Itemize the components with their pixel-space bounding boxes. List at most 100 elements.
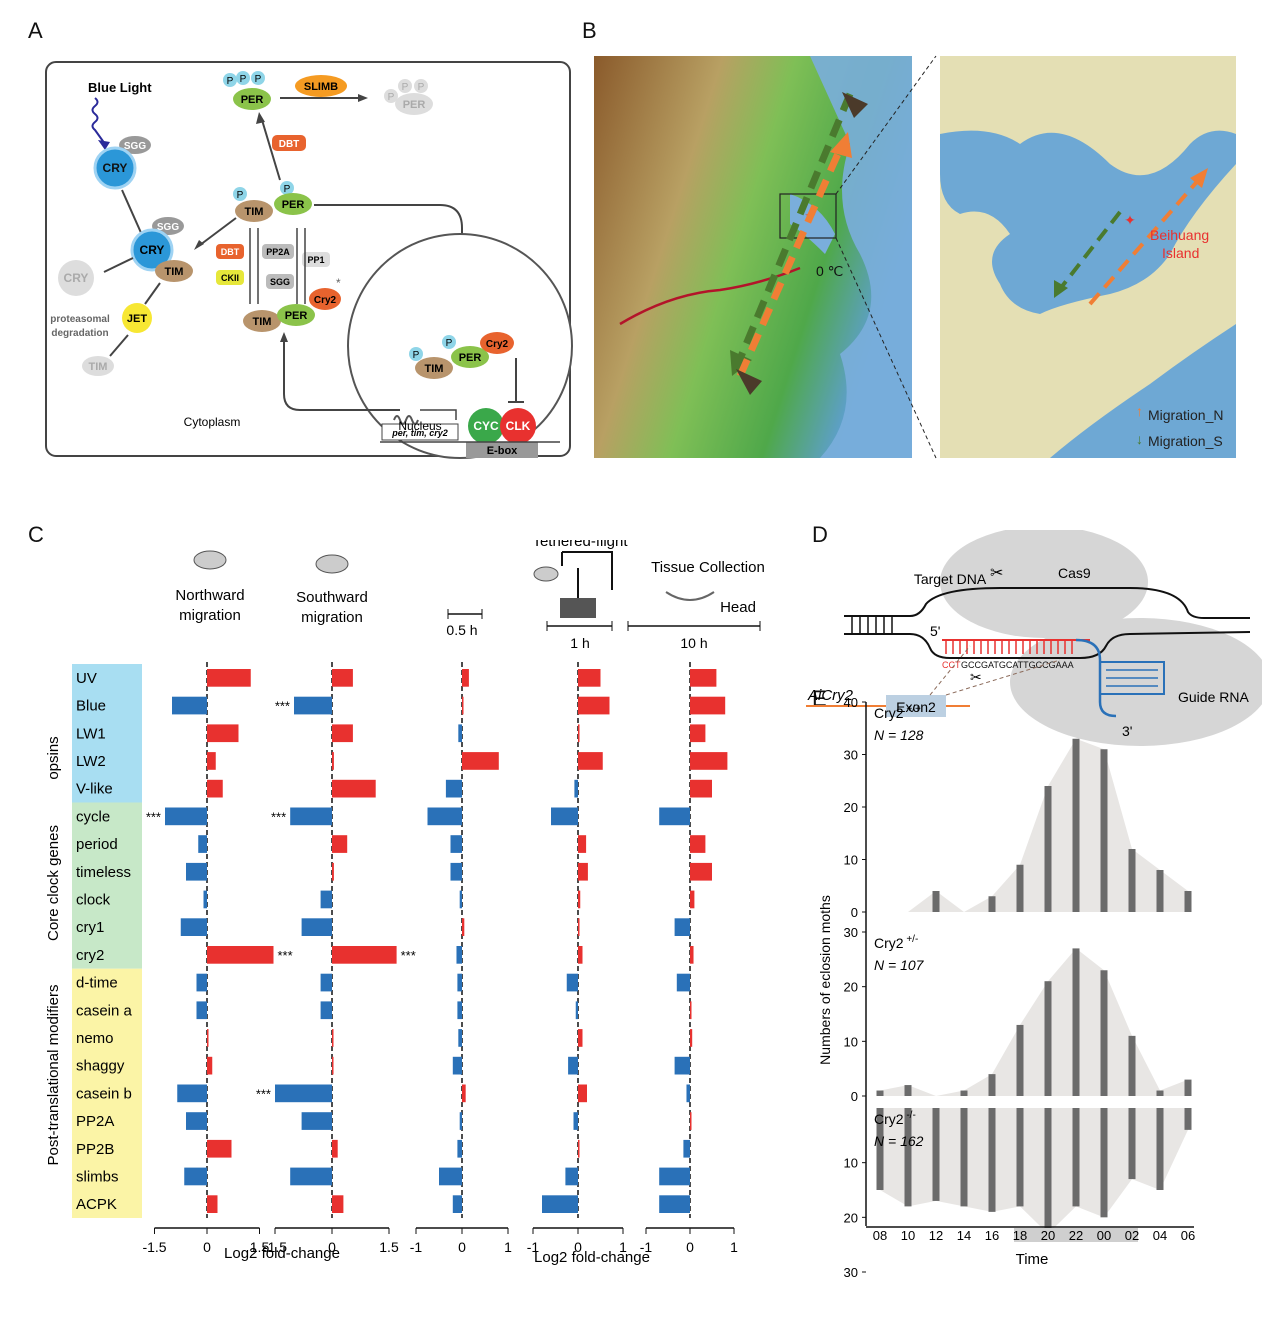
y-tick-label: 20 [844, 1210, 858, 1225]
eclosion-bar [1072, 738, 1080, 912]
svg-text:PER: PER [282, 199, 305, 211]
gene-label: casein a [76, 1002, 133, 1019]
y-tick-label: 30 [844, 925, 858, 940]
bar-2-2 [458, 724, 462, 743]
exon-box [886, 695, 946, 717]
svg-text:per, tim, cry2: per, tim, cry2 [391, 428, 448, 438]
svg-text:SGG: SGG [124, 141, 146, 152]
bar-1-11 [320, 973, 332, 992]
svg-text:Post-translational modifiers: Post-translational modifiers [45, 985, 62, 1166]
gene-label: d-time [76, 975, 118, 992]
bar-2-8 [459, 890, 462, 909]
gene-label: timeless [76, 864, 131, 881]
svg-text:10 h: 10 h [680, 635, 707, 651]
svg-text:migration: migration [179, 607, 241, 624]
eclosion-bar [988, 1108, 996, 1212]
bar-2-9 [462, 918, 465, 936]
bar-0-16 [186, 1112, 207, 1130]
bar-3-11 [566, 973, 578, 992]
time-tick-label: 20 [1041, 1228, 1055, 1243]
eclosion-bar [1016, 1108, 1024, 1207]
bar-1-19 [332, 1195, 344, 1213]
gene-label: slimbs [76, 1168, 119, 1185]
sea-area [810, 56, 912, 458]
zoom-box [779, 193, 837, 239]
eclosion-bar [876, 1090, 884, 1096]
gene-label: nemo [76, 1030, 114, 1047]
moth-icon-n [193, 550, 227, 570]
svg-text:SLIMB: SLIMB [304, 81, 338, 93]
eclosion-bar [1156, 870, 1164, 912]
svg-text:✂: ✂ [970, 669, 982, 685]
bar-4-17 [683, 1139, 690, 1158]
svg-text:PER: PER [403, 99, 426, 111]
bar-3-12 [575, 1001, 578, 1020]
bar-2-3 [462, 752, 499, 770]
eclosion-bar [932, 891, 940, 912]
bar-1-3 [332, 752, 334, 770]
bar-0-0 [207, 669, 251, 687]
bar-1-14 [332, 1056, 334, 1075]
bar-0-9 [180, 918, 207, 936]
flight-mill-icon [560, 598, 596, 618]
gene-label: UV [76, 670, 97, 687]
bar-1-17 [332, 1139, 338, 1158]
svg-text:CKII: CKII [221, 273, 239, 283]
bar-4-14 [674, 1056, 690, 1075]
bar-4-0 [690, 669, 717, 687]
svg-text:P: P [418, 82, 425, 93]
eclosion-bar [1100, 970, 1108, 1096]
bar-0-4 [207, 779, 223, 798]
y-tick-label: 40 [844, 695, 858, 710]
svg-text:E-box: E-box [487, 445, 518, 457]
bar-0-7 [186, 862, 207, 881]
n-label: N = 107 [874, 957, 925, 973]
significance-label: *** [146, 809, 161, 824]
svg-text:3': 3' [1122, 723, 1132, 739]
bar-3-4 [574, 779, 578, 798]
svg-text:P: P [446, 338, 453, 349]
svg-text:Core clock genes: Core clock genes [45, 825, 62, 941]
bar-0-8 [203, 890, 207, 909]
gene-label: cry2 [76, 947, 104, 964]
bar-2-1 [462, 696, 464, 715]
eclosion-bar [960, 1108, 968, 1207]
n-label: N = 162 [874, 1133, 924, 1149]
y-tick-label: 0 [851, 905, 858, 920]
bar-1-7 [332, 862, 334, 881]
bar-1-15 [275, 1084, 332, 1103]
eclosion-bar [1044, 786, 1052, 912]
bar-1-13 [332, 1029, 334, 1047]
bar-4-4 [690, 779, 712, 798]
bar-0-13 [207, 1029, 209, 1047]
x-tick-label: -1 [410, 1239, 423, 1255]
bar-1-1 [294, 696, 332, 715]
bar-3-2 [578, 724, 580, 743]
x-tick-label: -1 [527, 1239, 540, 1255]
svg-text:5': 5' [930, 623, 940, 639]
bar-2-5 [427, 807, 462, 826]
bar-0-5 [165, 807, 207, 826]
cytoplasm-label: Cytoplasm [184, 415, 241, 429]
bar-4-18 [659, 1167, 690, 1186]
cas9-shape [940, 530, 1148, 638]
time-tick-label: 18 [1013, 1228, 1027, 1243]
bar-0-6 [198, 835, 207, 853]
svg-text:P: P [388, 92, 395, 103]
distribution-area [880, 948, 1188, 1096]
bar-3-16 [573, 1112, 578, 1130]
svg-text:TIM: TIM [245, 206, 264, 218]
bar-1-18 [290, 1167, 332, 1186]
c-xlabel-right: Log2 fold-change [534, 1249, 650, 1266]
panel-letter-b: B [582, 18, 597, 43]
x-tick-label: 1 [504, 1239, 512, 1255]
significance-label: *** [278, 948, 293, 963]
svg-text:0 ℃: 0 ℃ [816, 263, 843, 279]
svg-text:TIM: TIM [253, 316, 272, 328]
bar-4-6 [690, 835, 706, 853]
svg-text:opsins: opsins [45, 736, 62, 779]
bar-0-15 [177, 1084, 207, 1103]
eclosion-bar [960, 1090, 968, 1096]
e-xlabel: Time [1016, 1251, 1049, 1268]
panel-e-chart: Numbers of eclosion moths 0 10 20 30 40 Cry2 … [817, 695, 1195, 1280]
